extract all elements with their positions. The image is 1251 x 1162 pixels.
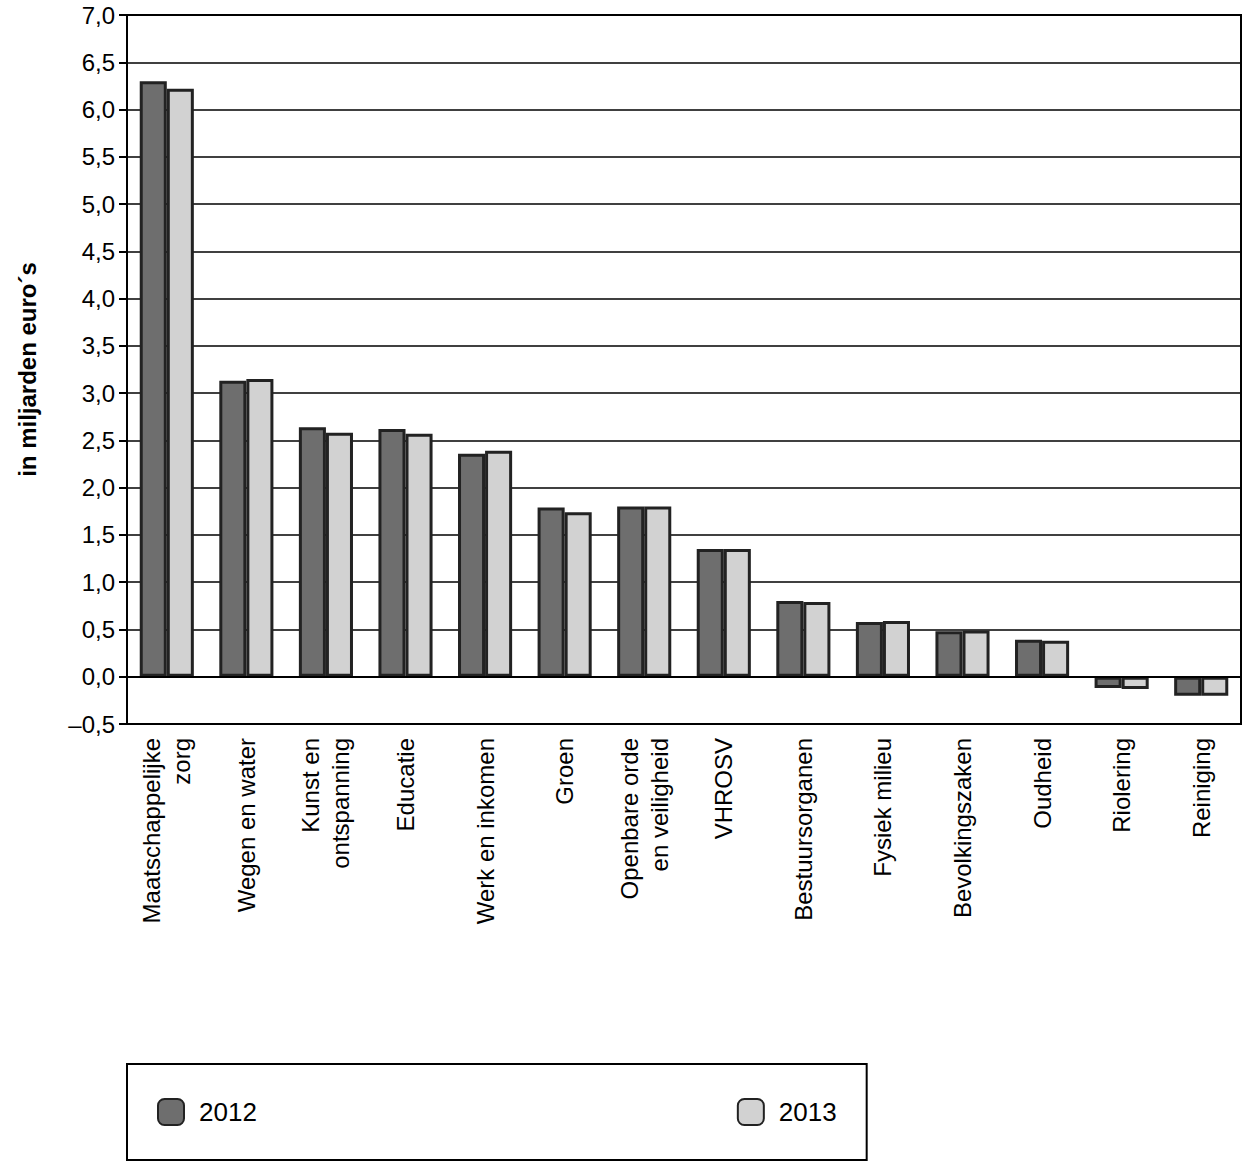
svg-text:Openbare orde: Openbare orde [616, 738, 643, 899]
svg-text:Groen: Groen [551, 738, 578, 805]
svg-text:7,0: 7,0 [82, 2, 115, 29]
svg-text:Bevolkingszaken: Bevolkingszaken [949, 738, 976, 918]
svg-text:Kunst en: Kunst en [297, 738, 324, 833]
svg-text:Maatschappelijke: Maatschappelijke [138, 738, 165, 923]
svg-text:in miljarden euro´s: in miljarden euro´s [14, 262, 41, 477]
svg-text:2013: 2013 [779, 1097, 837, 1127]
svg-text:4,0: 4,0 [82, 285, 115, 312]
svg-text:3,0: 3,0 [82, 380, 115, 407]
svg-text:zorg: zorg [168, 738, 195, 785]
svg-text:Riolering: Riolering [1108, 738, 1135, 833]
svg-text:6,0: 6,0 [82, 96, 115, 123]
svg-text:Wegen en water: Wegen en water [233, 738, 260, 912]
svg-text:2,5: 2,5 [82, 427, 115, 454]
svg-text:5,5: 5,5 [82, 143, 115, 170]
svg-text:Educatie: Educatie [392, 738, 419, 831]
svg-text:Werk en inkomen: Werk en inkomen [472, 738, 499, 924]
svg-text:3,5: 3,5 [82, 332, 115, 359]
svg-text:0,5: 0,5 [82, 616, 115, 643]
svg-text:4,5: 4,5 [82, 238, 115, 265]
svg-text:5,0: 5,0 [82, 191, 115, 218]
svg-text:1,5: 1,5 [82, 521, 115, 548]
svg-text:Oudheid: Oudheid [1029, 738, 1056, 829]
svg-text:2012: 2012 [199, 1097, 257, 1127]
svg-text:VHROSV: VHROSV [710, 738, 737, 839]
svg-text:en veiligheid: en veiligheid [646, 738, 673, 871]
svg-text:Bestuursorganen: Bestuursorganen [790, 738, 817, 921]
svg-text:6,5: 6,5 [82, 49, 115, 76]
svg-text:ontspanning: ontspanning [327, 738, 354, 869]
svg-text:0,0: 0,0 [82, 663, 115, 690]
svg-text:Reiniging: Reiniging [1188, 738, 1215, 838]
svg-text:2,0: 2,0 [82, 474, 115, 501]
svg-text:–0,5: –0,5 [68, 711, 115, 738]
svg-text:1,0: 1,0 [82, 569, 115, 596]
svg-text:Fysiek milieu: Fysiek milieu [869, 738, 896, 877]
